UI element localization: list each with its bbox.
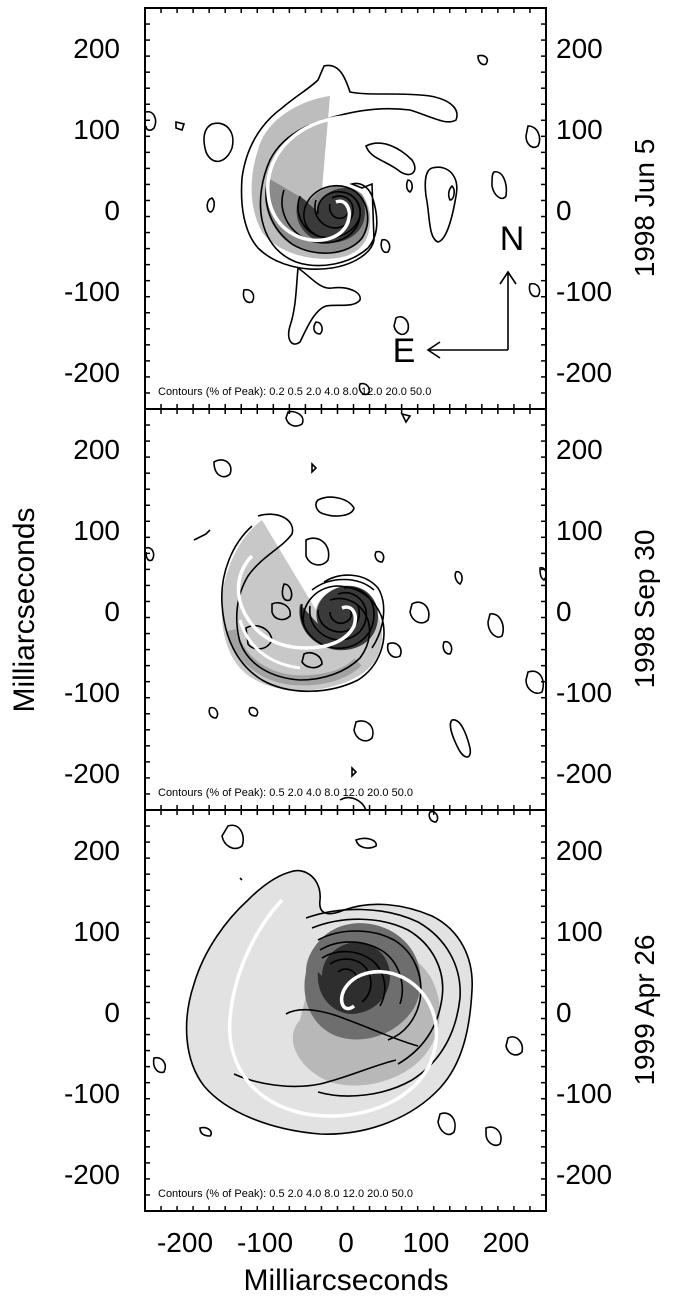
contours [145,54,541,396]
y-tick-labels-left: 200 100 0 -100 -200 [64,835,120,1190]
axis-ticks [144,809,547,1212]
x-tick-label: 0 [338,1227,354,1258]
y-tick-label: -100 [64,677,120,708]
y-tick-label: 0 [104,195,120,226]
y-tick-label: -200 [556,1159,612,1190]
y-tick-labels-left: 200 100 0 -100 -200 [64,33,120,388]
y-tick-label: -200 [64,758,120,789]
panel-1998-sep-30: Contours (% of Peak): 0.5 2.0 4.0 8.0 12… [64,408,660,811]
y-tick-label: 200 [556,434,603,465]
x-tick-label: -100 [237,1227,293,1258]
y-tick-label: 200 [556,835,603,866]
y-tick-label: 100 [556,515,603,546]
spiral-overlay-arm [238,619,301,670]
y-tick-label: -200 [64,1159,120,1190]
y-tick-label: -100 [556,1078,612,1109]
y-tick-label: -100 [64,276,120,307]
y-tick-label: 0 [104,997,120,1028]
y-tick-label: -100 [556,677,612,708]
y-tick-label: 200 [556,33,603,64]
emission-arm [227,628,362,686]
date-label: 1998 Sep 30 [629,530,660,689]
y-tick-label: 200 [73,434,120,465]
y-tick-label: 0 [104,596,120,627]
y-tick-label: 0 [556,997,572,1028]
contour-levels-note: Contours (% of Peak): 0.5 2.0 4.0 8.0 12… [158,787,413,799]
y-tick-label: -200 [64,357,120,388]
y-tick-label: -100 [556,276,612,307]
emission-core [296,188,366,243]
y-tick-label: 200 [73,33,120,64]
y-tick-label: -100 [64,1078,120,1109]
emission-core [299,585,378,651]
north-label: N [500,220,525,258]
y-tick-label: 100 [73,515,120,546]
x-axis-title: Milliarcseconds [243,1264,448,1297]
spiral-overlay [236,554,357,650]
contours [145,410,546,810]
contour-levels-note: Contours (% of Peak): 0.2 0.5 2.0 4.0 8.… [158,386,431,398]
panel-1999-apr-26: Contours (% of Peak): 0.5 2.0 4.0 8.0 12… [64,809,660,1258]
y-tick-label: 100 [73,916,120,947]
y-tick-label: -200 [556,758,612,789]
panel-1998-jun-5: N E Contours (% of Peak): 0.2 0.5 2.0 4.… [64,7,660,410]
image-layer [145,54,541,396]
contours [152,810,524,1147]
y-tick-labels-right: 200 100 0 -100 -200 [556,434,612,789]
y-tick-labels-right: 200 100 0 -100 -200 [556,33,612,388]
compass [426,270,517,359]
y-tick-label: 100 [556,114,603,145]
east-label: E [393,332,416,370]
x-tick-labels: -200 -100 0 100 200 [157,1227,529,1258]
axis-ticks [144,408,547,811]
spiral-overlay [266,113,441,243]
date-label: 1999 Apr 26 [629,934,660,1085]
x-tick-label: 200 [483,1227,530,1258]
y-tick-label: 0 [556,195,572,226]
x-tick-label: -200 [157,1227,213,1258]
y-tick-label: 100 [73,114,120,145]
plot-frame [144,809,547,1212]
y-tick-label: 200 [73,835,120,866]
x-tick-label: 100 [403,1227,450,1258]
contour-levels-note: Contours (% of Peak): 0.5 2.0 4.0 8.0 12… [158,1188,413,1200]
image-layer [152,810,524,1147]
y-tick-label: 0 [556,596,572,627]
y-axis-title: Milliarcseconds [8,507,41,712]
date-label: 1998 Jun 5 [629,139,660,278]
y-tick-labels-left: 200 100 0 -100 -200 [64,434,120,789]
y-tick-label: -200 [556,357,612,388]
y-tick-label: 100 [556,916,603,947]
image-layer [145,410,546,810]
y-tick-labels-right: 200 100 0 -100 -200 [556,835,612,1190]
spiral-overlay [227,898,439,1118]
